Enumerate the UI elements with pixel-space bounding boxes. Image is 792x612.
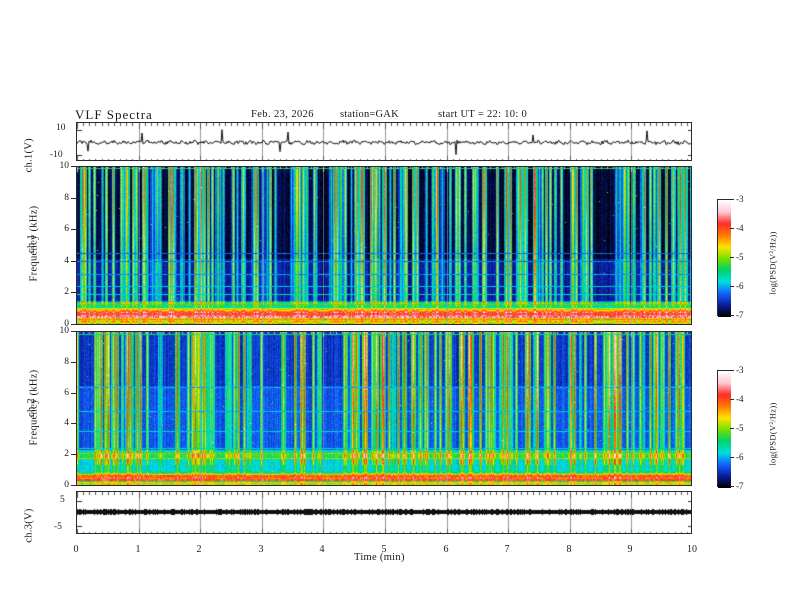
colorbar-tick-label: -7 xyxy=(736,310,744,320)
x-axis-tick-label: 3 xyxy=(258,544,264,555)
frequency-tick-label: 10 xyxy=(59,161,70,171)
frequency-tick xyxy=(71,261,76,262)
frequency-tick xyxy=(71,331,76,332)
x-axis-tick-label: 6 xyxy=(443,544,449,555)
frequency-tick-label: 0 xyxy=(64,480,69,490)
colorbar-tick-label: -6 xyxy=(736,452,744,462)
frequency-tick xyxy=(71,423,76,424)
colorbar-tick-label: -6 xyxy=(736,281,744,291)
colorbar-ch2-ticks: -3 -4 -5 -6 -7 xyxy=(717,365,744,491)
colorbar-tick-label: -5 xyxy=(736,252,744,262)
header-date: Feb. 23, 2026 xyxy=(251,109,314,120)
axis-label-ch1-channel: ch.1 xyxy=(26,234,37,253)
frequency-tick-label: 2 xyxy=(64,287,69,297)
x-axis-label: Time (min) xyxy=(354,552,405,563)
axis-label-ch3-volts: ch.3(V) xyxy=(23,508,35,543)
frequency-tick xyxy=(71,362,76,363)
figure-title: VLF Spectra xyxy=(75,107,153,122)
colorbar-ch1-label: log(PSD(V²/Hz)) xyxy=(767,231,778,295)
frequency-tick-label: 8 xyxy=(64,193,69,203)
colorbar-tick-label: -7 xyxy=(736,481,744,491)
colorbar-tick-label: -3 xyxy=(736,365,744,375)
frequency-tick-label: 10 xyxy=(59,326,70,336)
colorbar-tick xyxy=(730,199,734,200)
header-station: station=GAK xyxy=(340,109,399,120)
x-axis-tick-label: 5 xyxy=(381,544,387,555)
frequency-tick xyxy=(71,166,76,167)
frequency-tick xyxy=(71,324,76,325)
ytick-ch1-neg: -10 xyxy=(50,150,63,160)
x-axis-tick-label: 10 xyxy=(687,544,697,555)
colorbar-tick xyxy=(730,486,734,487)
frequency-tick xyxy=(71,198,76,199)
panel-ch2-spectrogram-yaxis: 0 2 4 6 8 10 xyxy=(60,326,692,490)
colorbar-tick-label: -3 xyxy=(736,194,744,204)
x-axis-tick-label: 7 xyxy=(504,544,510,555)
x-axis-tick-label: 1 xyxy=(135,544,141,555)
frequency-tick xyxy=(71,393,76,394)
axis-label-ch2-channel: ch.2 xyxy=(26,398,37,417)
ytick-ch3-neg: -5 xyxy=(54,522,62,532)
frequency-tick xyxy=(71,292,76,293)
panel-ch3-waveform xyxy=(76,491,692,534)
colorbar-ch1 xyxy=(717,199,731,317)
frequency-tick xyxy=(71,485,76,486)
header-start-ut: start UT = 22: 10: 0 xyxy=(438,109,528,120)
colorbar-tick xyxy=(730,370,734,371)
ytick-ch3-pos: 5 xyxy=(60,495,65,505)
colorbar-ch2-label: log(PSD(V²/Hz)) xyxy=(767,402,778,466)
x-axis-tick-label: 2 xyxy=(196,544,202,555)
colorbar-tick xyxy=(730,457,734,458)
frequency-tick-label: 6 xyxy=(64,224,69,234)
x-axis-tick-label: 0 xyxy=(73,544,79,555)
x-axis-tick-label: 4 xyxy=(319,544,325,555)
colorbar-tick xyxy=(730,257,734,258)
colorbar-tick-label: -4 xyxy=(736,394,744,404)
colorbar-tick-label: -5 xyxy=(736,423,744,433)
ytick-ch1-pos: 10 xyxy=(56,123,66,133)
axis-label-ch1-volts: ch.1(V) xyxy=(23,138,35,173)
frequency-tick-label: 8 xyxy=(64,357,69,367)
x-axis-tick-label: 8 xyxy=(566,544,572,555)
frequency-tick-label: 4 xyxy=(64,418,69,428)
colorbar-tick xyxy=(730,286,734,287)
colorbar-tick xyxy=(730,315,734,316)
x-axis-tick-labels: 0 1 2 3 4 5 6 7 8 9 10 xyxy=(73,538,698,555)
colorbar-ch1-ticks: -3 -4 -5 -6 -7 xyxy=(717,194,744,320)
colorbar-tick xyxy=(730,428,734,429)
frequency-tick-label: 6 xyxy=(64,388,69,398)
panel-ch1-waveform xyxy=(76,122,692,161)
colorbar-ch2 xyxy=(717,370,731,488)
frequency-tick-label: 0 xyxy=(64,319,69,329)
colorbar-tick-label: -4 xyxy=(736,223,744,233)
frequency-tick xyxy=(71,229,76,230)
x-axis-tick-label: 9 xyxy=(627,544,633,555)
panel-ch1-spectrogram-yaxis: 0 2 4 6 8 10 xyxy=(60,161,692,329)
frequency-tick-label: 4 xyxy=(64,256,69,266)
frequency-tick-label: 2 xyxy=(64,449,69,459)
colorbar-tick xyxy=(730,228,734,229)
frequency-tick xyxy=(71,454,76,455)
colorbar-tick xyxy=(730,399,734,400)
